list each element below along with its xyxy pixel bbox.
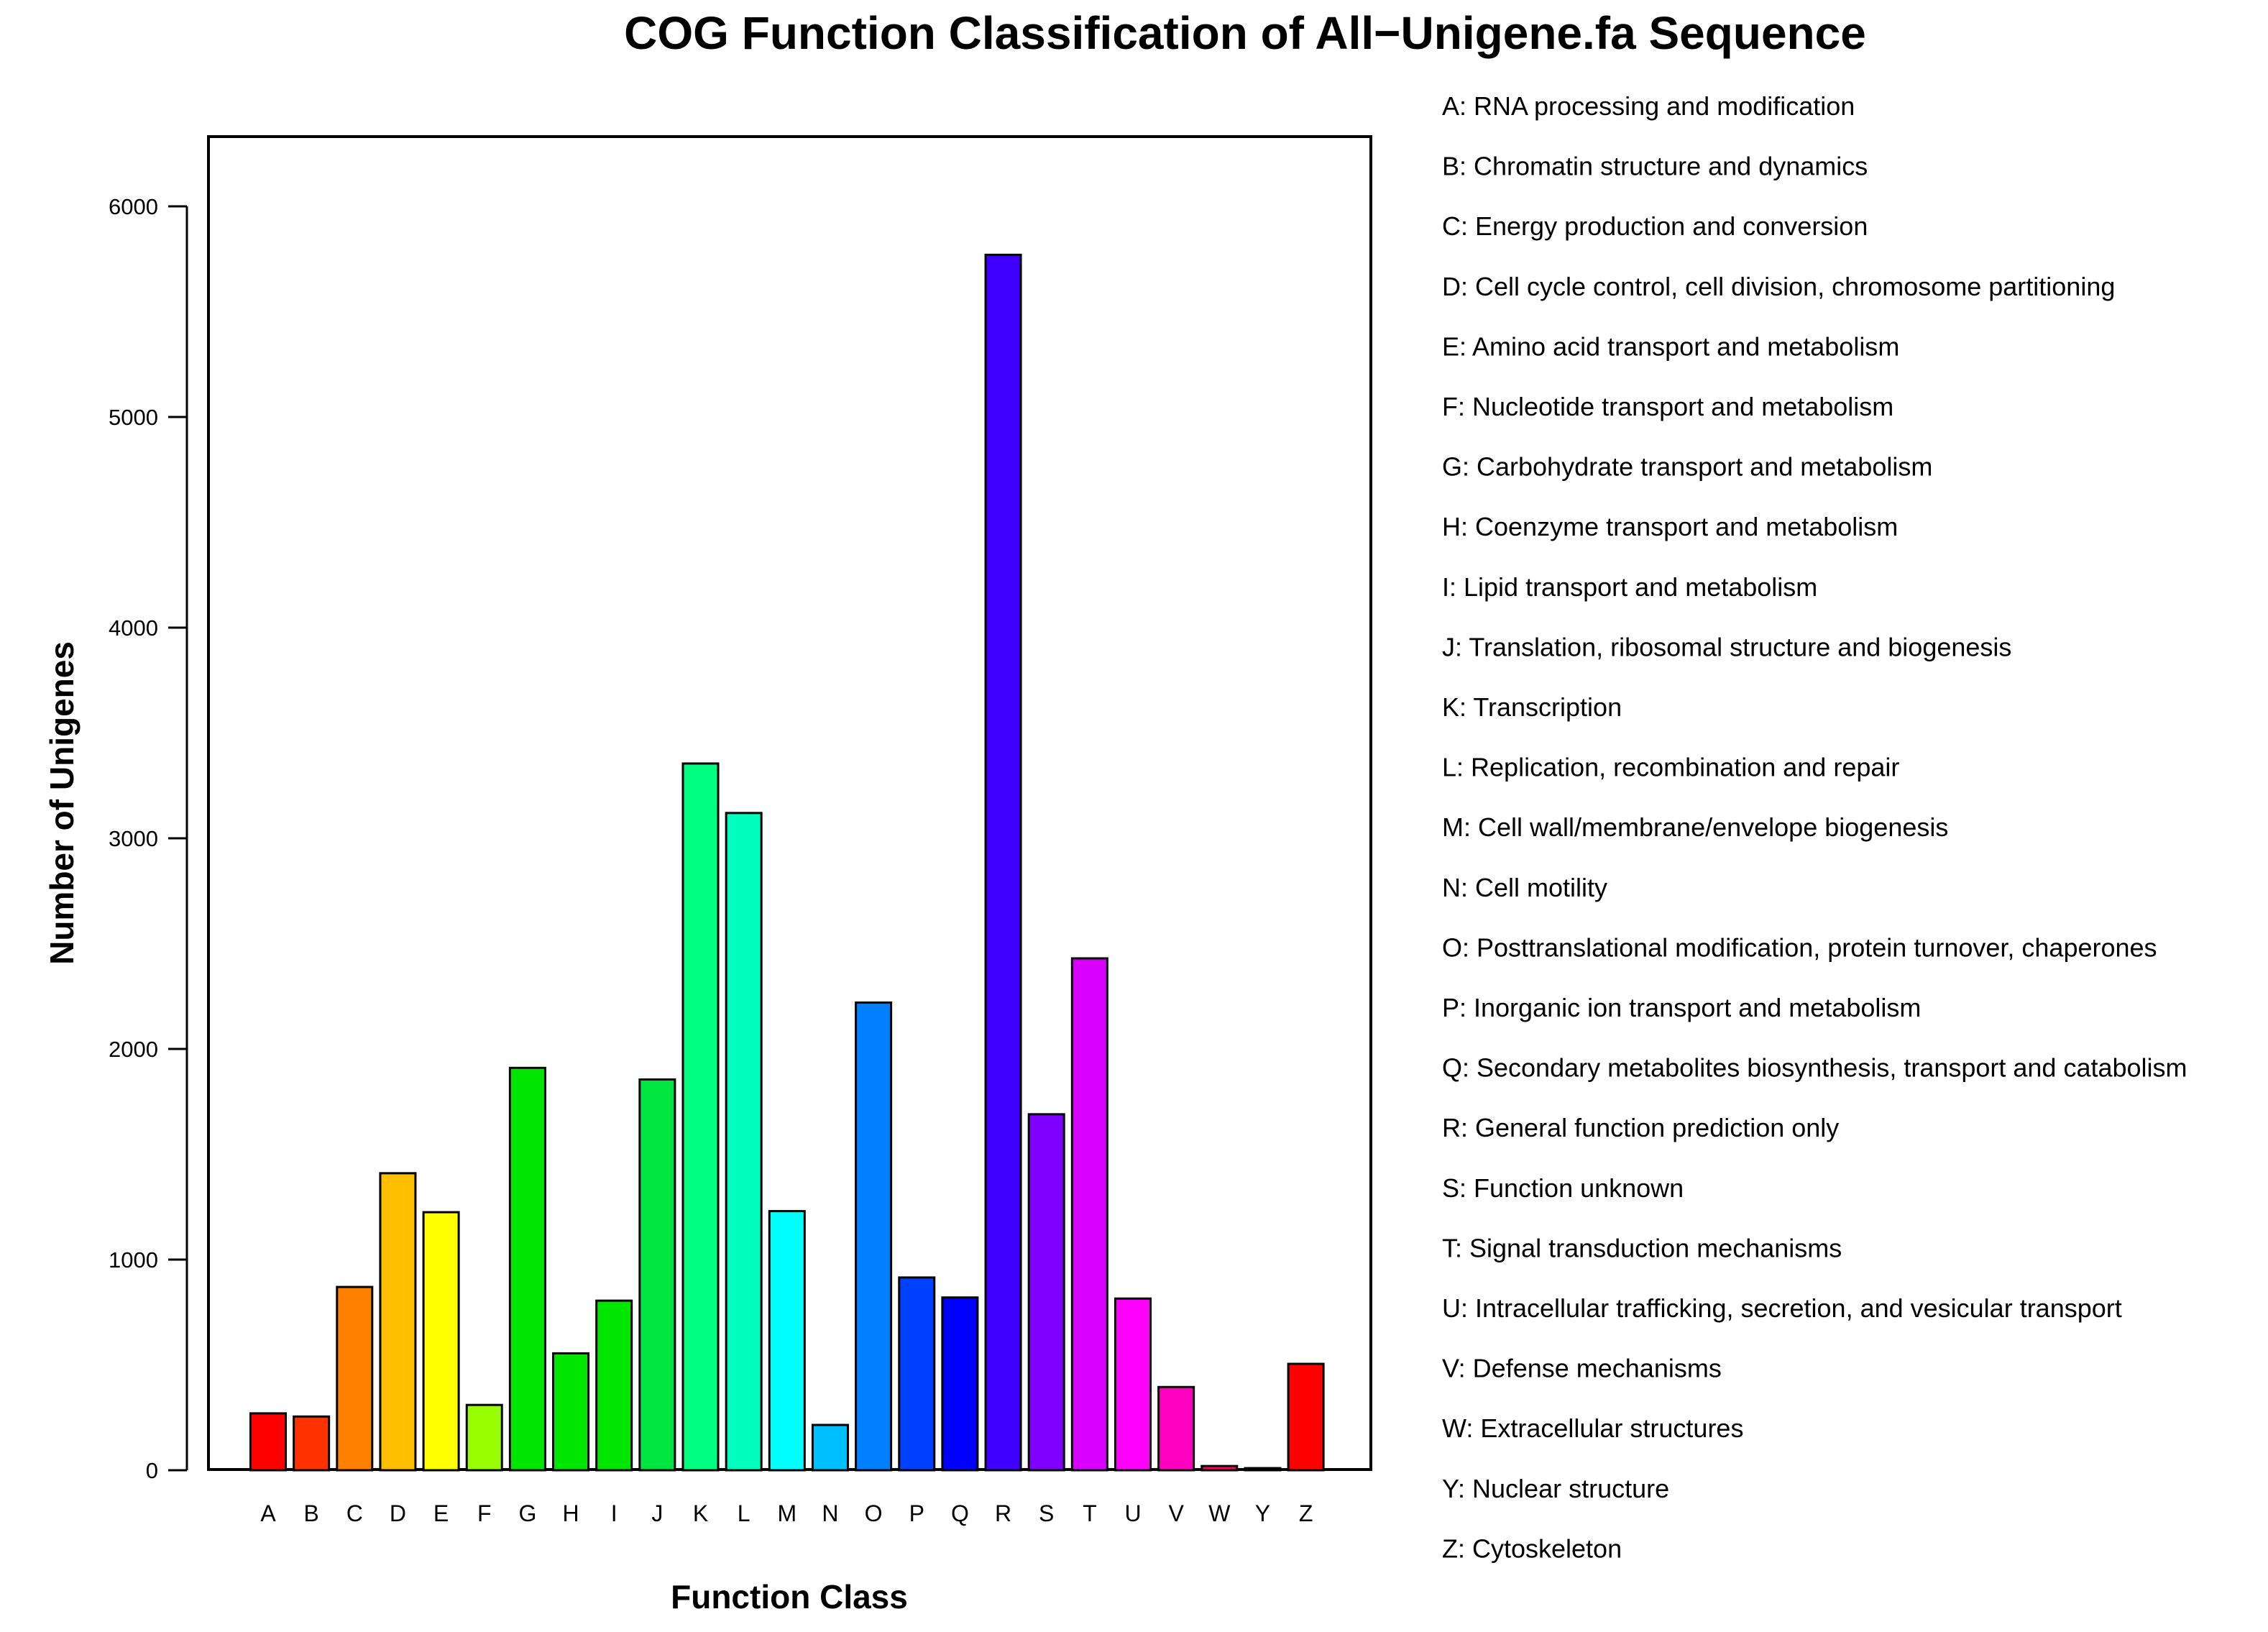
legend-entry: D: Cell cycle control, cell division, ch… bbox=[1442, 272, 2115, 301]
bar-G bbox=[508, 1066, 546, 1472]
x-tick-label: F bbox=[477, 1500, 492, 1526]
y-tick-label: 5000 bbox=[109, 405, 158, 430]
x-tick-label: W bbox=[1208, 1500, 1231, 1526]
bar-I bbox=[595, 1299, 633, 1472]
legend-entry: S: Function unknown bbox=[1442, 1173, 1684, 1203]
legend-entry: J: Translation, ribosomal structure and … bbox=[1442, 632, 2011, 661]
x-tick-label: E bbox=[433, 1500, 449, 1526]
legend-entry: W: Extracellular structures bbox=[1442, 1413, 1743, 1443]
bar-Q bbox=[941, 1296, 979, 1472]
bar-S bbox=[1027, 1113, 1065, 1472]
legend-entry: F: Nucleotide transport and metabolism bbox=[1442, 392, 1893, 421]
legend-entry: K: Transcription bbox=[1442, 692, 1622, 722]
x-tick-label: J bbox=[651, 1500, 663, 1526]
legend-entry: Z: Cytoskeleton bbox=[1442, 1534, 1622, 1563]
bar-U bbox=[1114, 1297, 1152, 1472]
x-tick-label: S bbox=[1039, 1500, 1054, 1526]
x-tick-label: T bbox=[1083, 1500, 1097, 1526]
legend-entry: I: Lipid transport and metabolism bbox=[1442, 572, 1817, 602]
bar-P bbox=[898, 1276, 936, 1472]
bar-L bbox=[725, 812, 763, 1472]
legend-entry: M: Cell wall/membrane/envelope biogenesi… bbox=[1442, 812, 1948, 842]
legend-entry: U: Intracellular trafficking, secretion,… bbox=[1442, 1293, 2122, 1323]
bar-M bbox=[768, 1210, 806, 1472]
x-tick-label: O bbox=[865, 1500, 883, 1526]
x-tick-label: N bbox=[822, 1500, 838, 1526]
legend-entry: R: General function prediction only bbox=[1442, 1113, 1839, 1142]
y-tick-label: 1000 bbox=[109, 1247, 158, 1273]
bar-Z bbox=[1287, 1362, 1325, 1472]
x-axis-label: Function Class bbox=[671, 1578, 908, 1615]
x-tick-label: Q bbox=[951, 1500, 969, 1526]
y-tick-label: 4000 bbox=[109, 615, 158, 641]
y-tick-label: 6000 bbox=[109, 194, 158, 219]
legend-entry: O: Posttranslational modification, prote… bbox=[1442, 932, 2157, 962]
legend-entry: Q: Secondary metabolites biosynthesis, t… bbox=[1442, 1053, 2187, 1083]
legend-entry: C: Energy production and conversion bbox=[1442, 211, 1868, 241]
bar-J bbox=[638, 1078, 676, 1472]
x-tick-label: L bbox=[738, 1500, 750, 1526]
legend-entry: V: Defense mechanisms bbox=[1442, 1354, 1722, 1383]
bar-C bbox=[336, 1285, 374, 1472]
y-axis: 0 1000 2000 3000 4000 5000 6000 bbox=[109, 194, 188, 1483]
x-tick-label: Z bbox=[1299, 1500, 1313, 1526]
legend-entry: N: Cell motility bbox=[1442, 873, 1607, 902]
bar-D bbox=[379, 1172, 417, 1472]
bar-T bbox=[1070, 957, 1108, 1472]
bar-A bbox=[249, 1412, 287, 1472]
bar-K bbox=[681, 762, 720, 1472]
x-tick-label: B bbox=[303, 1500, 318, 1526]
legend-entry: B: Chromatin structure and dynamics bbox=[1442, 152, 1868, 181]
bars bbox=[249, 253, 1325, 1472]
y-tick-label: 3000 bbox=[109, 826, 158, 851]
x-tick-label: R bbox=[995, 1500, 1011, 1526]
legend-entry: A: RNA processing and modification bbox=[1442, 91, 1855, 121]
x-tick-label: A bbox=[260, 1500, 276, 1526]
bar-N bbox=[811, 1424, 849, 1472]
x-tick-label: U bbox=[1124, 1500, 1141, 1526]
x-tick-label: K bbox=[693, 1500, 708, 1526]
x-tick-label: G bbox=[518, 1500, 536, 1526]
legend: A: RNA processing and modification B: Chr… bbox=[1442, 91, 2187, 1563]
legend-entry: L: Replication, recombination and repair bbox=[1442, 753, 1899, 782]
bar-W bbox=[1200, 1464, 1239, 1472]
bar-V bbox=[1157, 1385, 1195, 1472]
x-tick-label: Y bbox=[1255, 1500, 1270, 1526]
x-tick-label: I bbox=[611, 1500, 617, 1526]
x-tick-label: H bbox=[562, 1500, 579, 1526]
bar-F bbox=[465, 1403, 503, 1472]
x-tick-label: C bbox=[346, 1500, 363, 1526]
x-tick-label: D bbox=[390, 1500, 406, 1526]
bar-B bbox=[293, 1415, 331, 1472]
legend-entry: Y: Nuclear structure bbox=[1442, 1474, 1669, 1503]
bar-H bbox=[552, 1352, 590, 1472]
x-tick-label: V bbox=[1168, 1500, 1184, 1526]
bar-R bbox=[984, 253, 1022, 1472]
legend-entry: H: Coenzyme transport and metabolism bbox=[1442, 512, 1898, 541]
legend-entry: E: Amino acid transport and metabolism bbox=[1442, 331, 1899, 361]
y-axis-label: Number of Unigenes bbox=[43, 641, 81, 965]
y-tick-label: 2000 bbox=[109, 1037, 158, 1062]
legend-entry: G: Carbohydrate transport and metabolism bbox=[1442, 452, 1932, 482]
legend-entry: P: Inorganic ion transport and metabolis… bbox=[1442, 993, 1921, 1022]
bar-O bbox=[855, 1001, 893, 1472]
legend-entry: T: Signal transduction mechanisms bbox=[1442, 1233, 1842, 1262]
bar-E bbox=[422, 1211, 460, 1472]
chart-title: COG Function Classification of All−Unige… bbox=[624, 7, 1866, 59]
x-tick-label: P bbox=[909, 1500, 924, 1526]
x-tick-label: M bbox=[777, 1500, 796, 1526]
y-tick-label: 0 bbox=[146, 1458, 158, 1483]
bar-Y bbox=[1244, 1467, 1282, 1472]
